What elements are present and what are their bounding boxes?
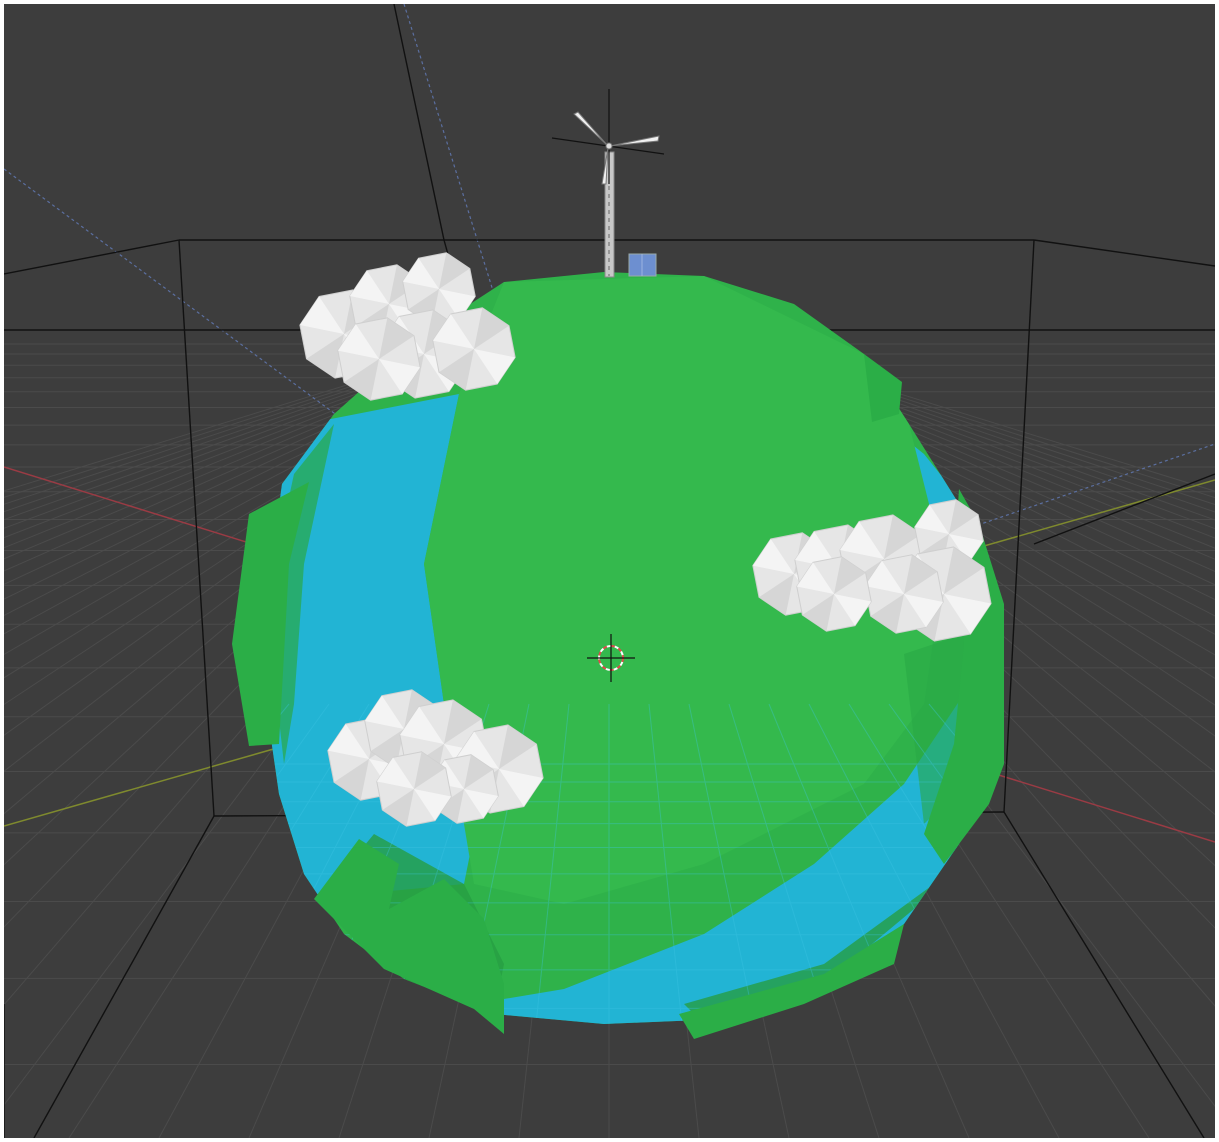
planet-land-chunk [314,839,504,1034]
camera-frustum-line [403,4,495,295]
planet-facet [266,424,334,764]
planet-land-chunk [864,354,902,422]
planet-land-chunk [679,924,904,1039]
cloud-bottom-left[interactable] [327,689,544,827]
cloud-right[interactable] [752,499,992,642]
3d-viewport[interactable] [4,4,1215,1138]
planet-facet [684,764,1004,1024]
cloud-top-left[interactable] [299,252,516,401]
crosshair-icon[interactable] [587,634,635,682]
viewport-canvas[interactable] [4,4,1215,1138]
solar-panel-icon[interactable] [628,253,657,277]
wind-turbine-icon[interactable] [551,89,665,278]
planet-globe[interactable] [4,272,1215,1044]
planet-land-chunk [232,482,309,746]
planet-land-top [424,276,944,904]
